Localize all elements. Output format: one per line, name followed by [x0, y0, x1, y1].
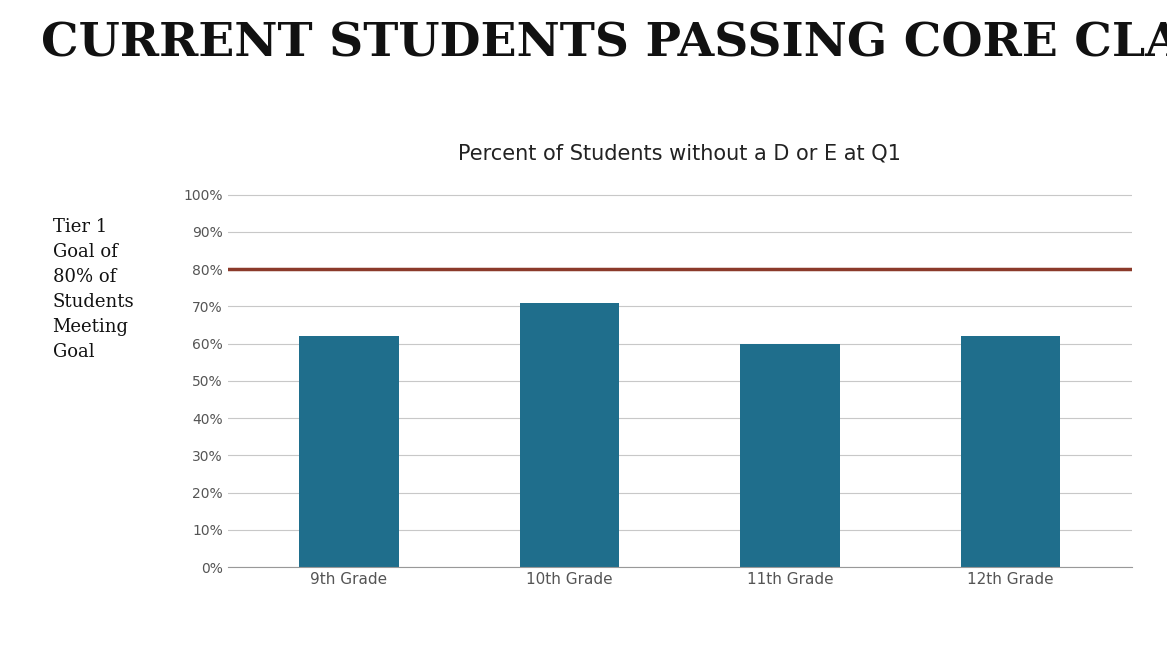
- Bar: [740, 344, 840, 567]
- Text: Tier 1
Goal of
80% of
Students
Meeting
Goal: Tier 1 Goal of 80% of Students Meeting G…: [53, 218, 134, 361]
- Bar: [519, 303, 620, 567]
- Bar: [962, 336, 1061, 567]
- Bar: [299, 336, 398, 567]
- Text: CURRENT STUDENTS PASSING CORE CLASSES FROM Q1: CURRENT STUDENTS PASSING CORE CLASSES FR…: [41, 20, 1167, 66]
- Title: Percent of Students without a D or E at Q1: Percent of Students without a D or E at …: [459, 143, 901, 164]
